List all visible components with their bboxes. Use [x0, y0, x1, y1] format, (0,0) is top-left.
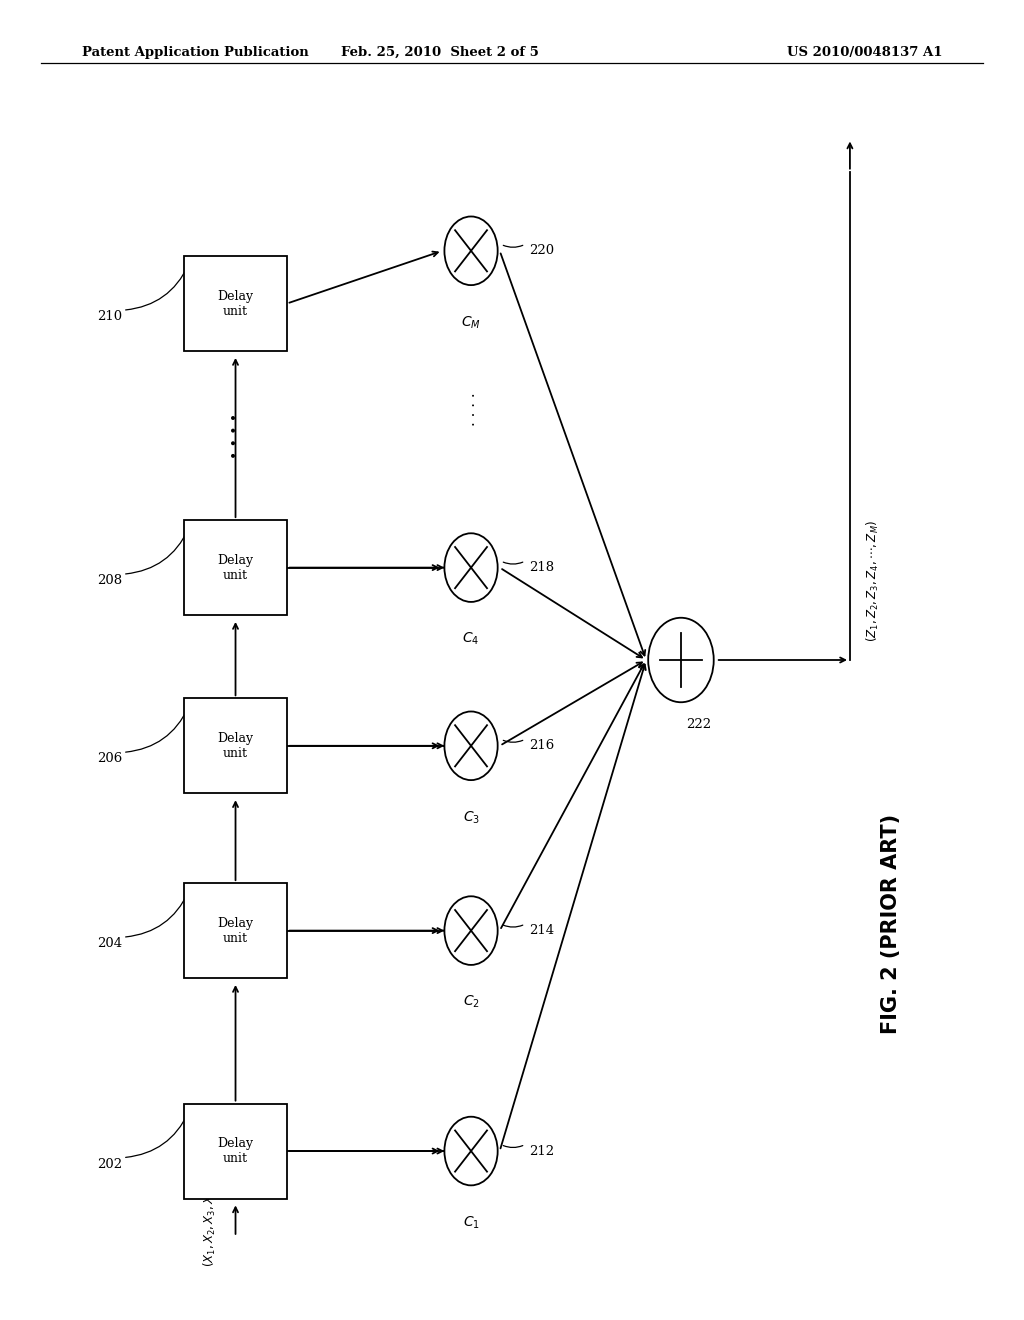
Text: $(Z_1,Z_2,Z_3,Z_4,\cdots,Z_M)$: $(Z_1,Z_2,Z_3,Z_4,\cdots,Z_M)$: [865, 520, 882, 642]
Text: 208: 208: [97, 574, 123, 587]
Text: Delay
unit: Delay unit: [217, 916, 254, 945]
Circle shape: [444, 711, 498, 780]
Text: Delay
unit: Delay unit: [217, 1137, 254, 1166]
FancyBboxPatch shape: [184, 1104, 287, 1199]
Text: • • • •: • • • •: [228, 413, 243, 458]
Text: Delay
unit: Delay unit: [217, 289, 254, 318]
Text: Delay
unit: Delay unit: [217, 553, 254, 582]
Circle shape: [444, 216, 498, 285]
Text: FIG. 2 (PRIOR ART): FIG. 2 (PRIOR ART): [881, 814, 901, 1034]
Text: 216: 216: [529, 739, 555, 752]
Text: $C_3$: $C_3$: [463, 809, 479, 825]
Text: 218: 218: [529, 561, 555, 574]
Text: Feb. 25, 2010  Sheet 2 of 5: Feb. 25, 2010 Sheet 2 of 5: [341, 46, 540, 59]
Text: $C_1$: $C_1$: [463, 1214, 479, 1230]
Text: $C_2$: $C_2$: [463, 994, 479, 1010]
FancyBboxPatch shape: [184, 520, 287, 615]
Text: 220: 220: [529, 244, 555, 257]
Circle shape: [444, 533, 498, 602]
Circle shape: [444, 1117, 498, 1185]
Text: 204: 204: [97, 937, 123, 950]
Text: Patent Application Publication: Patent Application Publication: [82, 46, 308, 59]
Text: 214: 214: [529, 924, 555, 937]
FancyBboxPatch shape: [184, 883, 287, 978]
Text: 202: 202: [97, 1158, 123, 1171]
Text: $C_M$: $C_M$: [461, 314, 481, 330]
Text: $(X_1,X_2,X_3,X_4,\cdots,X_M)$: $(X_1,X_2,X_3,X_4,\cdots,X_M)$: [202, 1146, 218, 1267]
Text: 210: 210: [97, 310, 123, 323]
Text: US 2010/0048137 A1: US 2010/0048137 A1: [786, 46, 942, 59]
Text: Delay
unit: Delay unit: [217, 731, 254, 760]
Text: $C_4$: $C_4$: [463, 631, 479, 647]
Text: 206: 206: [97, 752, 123, 766]
Text: 212: 212: [529, 1144, 555, 1158]
Text: 222: 222: [686, 718, 712, 731]
FancyBboxPatch shape: [184, 698, 287, 793]
Circle shape: [444, 896, 498, 965]
Circle shape: [648, 618, 714, 702]
FancyBboxPatch shape: [184, 256, 287, 351]
Text: . . . .: . . . .: [464, 392, 478, 426]
